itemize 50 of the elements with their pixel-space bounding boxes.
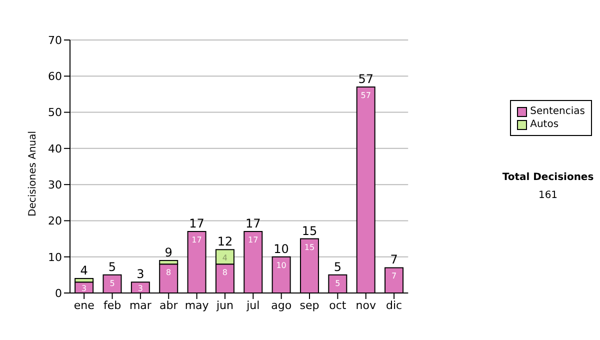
data-label: 4 bbox=[222, 253, 228, 262]
total-label: 3 bbox=[136, 267, 144, 282]
data-label: 57 bbox=[360, 90, 371, 100]
x-tick-label: may bbox=[184, 298, 210, 312]
total-label: 4 bbox=[80, 264, 88, 278]
x-tick-label: jul bbox=[246, 298, 260, 312]
total-label: 10 bbox=[274, 242, 289, 256]
x-tick-label: abr bbox=[159, 298, 178, 312]
x-tick-label: jun bbox=[215, 298, 234, 312]
y-axis-title: Decisiones Anual bbox=[28, 130, 39, 216]
data-label: 8 bbox=[222, 268, 228, 278]
y-tick-label: 0 bbox=[55, 286, 62, 300]
y-tick-label: 30 bbox=[48, 178, 62, 192]
y-tick-label: 50 bbox=[48, 106, 62, 120]
total-label: 17 bbox=[245, 216, 261, 231]
data-label: 7 bbox=[391, 272, 397, 281]
y-tick-label: 40 bbox=[48, 142, 62, 156]
y-tick-label: 20 bbox=[48, 214, 62, 228]
y-tick-label: 60 bbox=[48, 70, 62, 84]
total-label: 57 bbox=[358, 72, 374, 86]
x-tick-label: ene bbox=[74, 298, 95, 312]
total-label: 12 bbox=[217, 234, 233, 249]
total-label: 15 bbox=[302, 224, 318, 238]
data-label: 17 bbox=[248, 236, 258, 245]
x-tick-label: oct bbox=[329, 298, 347, 312]
total-label: 7 bbox=[390, 252, 398, 267]
x-tick-label: mar bbox=[129, 298, 152, 312]
x-tick-label: nov bbox=[356, 298, 376, 312]
legend-label: Sentencias bbox=[530, 105, 585, 118]
data-label: 5 bbox=[110, 278, 115, 288]
data-label: 15 bbox=[304, 242, 315, 252]
x-tick-label: feb bbox=[103, 298, 122, 312]
x-tick-label: dic bbox=[386, 298, 402, 312]
total-label: 5 bbox=[108, 260, 116, 274]
data-label: 10 bbox=[276, 260, 286, 270]
data-label: 17 bbox=[192, 236, 202, 245]
data-label: 8 bbox=[166, 268, 172, 278]
text: 161 bbox=[537, 190, 559, 201]
total-label: 9 bbox=[164, 245, 172, 260]
data-label: 3 bbox=[138, 284, 143, 294]
x-tick-label: sep bbox=[300, 298, 320, 312]
data-label: 5 bbox=[335, 278, 340, 288]
data-label: 3 bbox=[82, 284, 87, 294]
y-tick-label: 70 bbox=[48, 34, 62, 47]
total-label: 5 bbox=[334, 260, 342, 274]
y-tick-label: 10 bbox=[48, 250, 62, 264]
total-label: 17 bbox=[189, 216, 204, 231]
x-tick-label: ago bbox=[271, 298, 292, 312]
legend-label: Autos bbox=[530, 118, 559, 131]
text: Total Decisiones bbox=[501, 172, 595, 183]
